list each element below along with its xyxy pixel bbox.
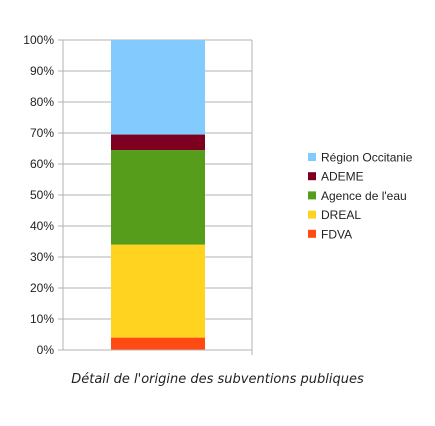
bar-segment-ademe (111, 134, 205, 151)
y-tick-label: 100% (23, 33, 54, 47)
y-tick-label: 60% (30, 157, 54, 171)
legend-swatch-agence-de-l-eau (308, 191, 316, 200)
stacked-bar-chart: 0% 10% 20% 30% 40% 50% 60% 70% 80% 90% 100% Région… (23, 33, 413, 357)
chart-caption: Détail de l'origine des subventions publ… (71, 372, 364, 387)
bar-segments (111, 40, 205, 350)
legend-swatch-ademe (308, 172, 316, 181)
legend-label-agence-de-l-eau: Agence de l'eau (321, 189, 407, 203)
legend-swatch-region-occitanie (308, 153, 316, 161)
legend-swatch-fdva (308, 229, 316, 238)
y-tick-label: 90% (30, 64, 54, 78)
legend-label-ademe: ADEME (321, 170, 364, 184)
legend-label-region-occitanie: Région Occitanie (321, 151, 413, 165)
bar-segment-dreal (111, 244, 205, 338)
y-tick-label: 20% (30, 281, 54, 295)
legend: Région Occitanie ADEME Agence de l'eau DREA… (308, 151, 413, 241)
legend-swatch-dreal (308, 210, 316, 219)
bar-segment-agence-de-l-eau (111, 150, 205, 245)
bar-segment-region-occitanie (111, 40, 205, 135)
y-tick-label: 10% (30, 312, 54, 326)
legend-label-dreal: DREAL (321, 208, 361, 222)
y-tick-label: 40% (30, 219, 54, 233)
y-tick-label: 30% (30, 250, 54, 264)
y-tick-labels: 0% 10% 20% 30% 40% 50% 60% 70% 80% 90% 100% (23, 33, 54, 357)
y-tick-label: 80% (30, 95, 54, 109)
axes (58, 39, 253, 355)
y-tick-label: 70% (30, 126, 54, 140)
legend-label-fdva: FDVA (321, 227, 352, 241)
y-tick-label: 0% (37, 343, 55, 357)
y-tick-label: 50% (30, 188, 54, 202)
bar-segment-fdva (111, 337, 205, 350)
